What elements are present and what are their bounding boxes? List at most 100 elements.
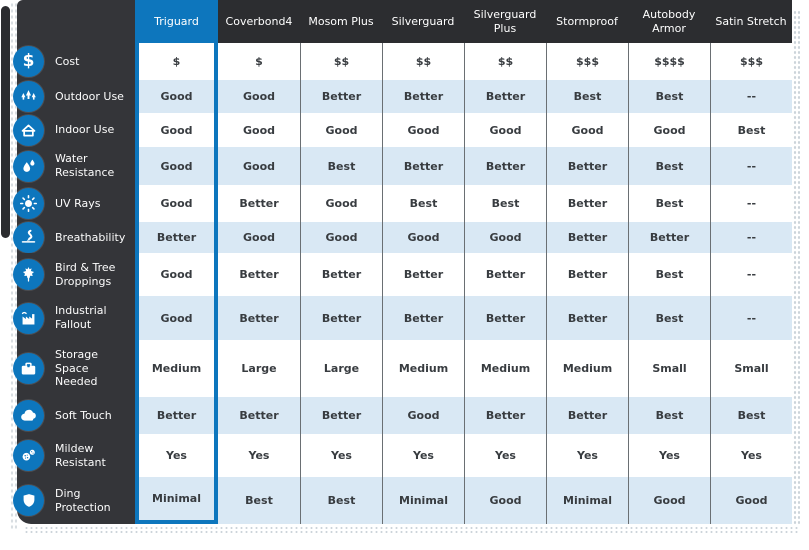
cell-autobody-armor: Best <box>628 147 710 185</box>
left-spine-strip <box>1 6 10 238</box>
cell-value: Good <box>242 90 276 103</box>
factory-icon <box>13 302 44 334</box>
cell-value: Good <box>160 159 193 173</box>
cell-stormproof: Minimal <box>546 477 628 524</box>
cell-silverguard-plus: Yes <box>464 434 546 477</box>
cell-satin-stretch: $$$ <box>710 43 792 80</box>
cell-coverbond4: Better <box>218 253 300 296</box>
cell-silverguard-plus: Good <box>464 477 546 524</box>
cell-value: Minimal <box>399 494 448 507</box>
column-header-label: Mosom Plus <box>308 14 374 28</box>
cell-value: Medium <box>151 362 202 375</box>
cell-value: Good <box>325 123 358 137</box>
cell-triguard: Good <box>135 296 218 340</box>
table-row-uv-rays: UV Rays Good Better Good Best Best Better Best -… <box>13 185 792 222</box>
cell-value: $ <box>172 55 181 68</box>
cell-value: Good <box>242 159 276 173</box>
cell-value: Good <box>489 231 522 244</box>
cell-value: Better <box>156 409 197 422</box>
column-header-satin-stretch: Satin Stretch <box>710 0 792 43</box>
cell-satin-stretch: Best <box>710 113 792 147</box>
column-header-silverguard-plus: Silverguard Plus <box>464 0 546 43</box>
cell-value: Best <box>409 197 438 210</box>
cell-autobody-armor: Best <box>628 253 710 296</box>
row-label: Industrial Fallout <box>55 304 107 331</box>
cell-value: Good <box>653 494 686 507</box>
cell-value: $$ <box>333 55 350 68</box>
cell-silverguard-plus: Good <box>464 113 546 147</box>
cell-triguard: Better <box>135 222 218 253</box>
cell-triguard: Good <box>135 253 218 296</box>
cell-value: Best <box>491 197 520 210</box>
cell-autobody-armor: Best <box>628 80 710 113</box>
cell-value: Good <box>489 123 522 137</box>
column-header-coverbond4: Coverbond4 <box>218 0 300 43</box>
cell-value: Good <box>653 123 686 137</box>
cell-satin-stretch: -- <box>710 296 792 340</box>
cell-triguard: Good <box>135 185 218 222</box>
cell-coverbond4: Better <box>218 296 300 340</box>
cell-satin-stretch: -- <box>710 80 792 113</box>
cell-value: Good <box>242 231 276 244</box>
cell-value: Good <box>571 123 604 137</box>
cell-value: Better <box>321 311 362 325</box>
cell-silverguard: Minimal <box>382 477 464 524</box>
cell-value: Better <box>567 268 608 281</box>
cell-autobody-armor: Yes <box>628 434 710 477</box>
cell-silverguard: Better <box>382 253 464 296</box>
cell-coverbond4: Good <box>218 113 300 147</box>
cell-stormproof: Best <box>546 80 628 113</box>
table-row-indoor-use: Indoor Use Good Good Good Good Good Good Good Be… <box>13 113 792 147</box>
cell-value: Best <box>655 197 684 210</box>
row-label: Soft Touch <box>55 408 112 422</box>
cell-triguard: Minimal <box>135 477 218 524</box>
cell-value: Yes <box>659 449 680 462</box>
column-header-label: Satin Stretch <box>715 14 787 28</box>
cell-stormproof: Medium <box>546 340 628 397</box>
cell-silverguard-plus: Medium <box>464 340 546 397</box>
cell-mosom-plus: Yes <box>300 434 382 477</box>
cell-value: Better <box>485 159 526 173</box>
cell-satin-stretch: -- <box>710 222 792 253</box>
cell-value: -- <box>746 90 757 103</box>
cell-autobody-armor: Better <box>628 222 710 253</box>
cell-triguard: Better <box>135 397 218 434</box>
cell-value: Better <box>321 268 362 281</box>
column-header-label: Silverguard Plus <box>473 8 537 35</box>
cell-value: Best <box>327 159 356 173</box>
row-label: Storage Space Needed <box>55 347 99 389</box>
cell-value: Good <box>407 123 440 137</box>
cell-coverbond4: Better <box>218 185 300 222</box>
table-row-industrial-fallout: Industrial Fallout Good Better Better Better… <box>13 296 792 340</box>
cell-value: Better <box>403 90 444 103</box>
cell-satin-stretch: -- <box>710 253 792 296</box>
cell-value: Best <box>655 90 684 103</box>
cell-value: Yes <box>577 449 598 462</box>
row-header: Breathability <box>13 222 135 253</box>
table-row-bird-tree-droppings: Bird & Tree Droppings Good Better Better Bet… <box>13 253 792 296</box>
cell-value: Good <box>160 123 193 137</box>
cell-silverguard: Better <box>382 147 464 185</box>
cell-value: Best <box>655 268 684 281</box>
dollar-icon: $ <box>13 46 44 77</box>
column-header-mosom-plus: Mosom Plus <box>300 0 382 43</box>
cell-value: $$ <box>497 55 514 68</box>
cell-value: Good <box>160 90 193 103</box>
cell-silverguard: Good <box>382 397 464 434</box>
column-header-autobody-armor: Autobody Armor <box>628 0 710 43</box>
cell-value: Better <box>485 268 526 281</box>
cell-mosom-plus: Better <box>300 397 382 434</box>
column-header-label: Autobody Armor <box>642 8 696 35</box>
table-row-ding-protection: Ding Protection Minimal Best Best Minimal Goo… <box>13 477 792 524</box>
cell-silverguard-plus: Best <box>464 185 546 222</box>
cell-mosom-plus: Best <box>300 147 382 185</box>
cell-value: Best <box>655 409 684 422</box>
cell-value: -- <box>746 197 757 210</box>
cell-coverbond4: Yes <box>218 434 300 477</box>
column-header-label: Triguard <box>154 14 199 28</box>
cell-coverbond4: Better <box>218 397 300 434</box>
cell-silverguard: Better <box>382 296 464 340</box>
cell-value: Large <box>323 362 360 375</box>
cell-stormproof: $$$ <box>546 43 628 80</box>
